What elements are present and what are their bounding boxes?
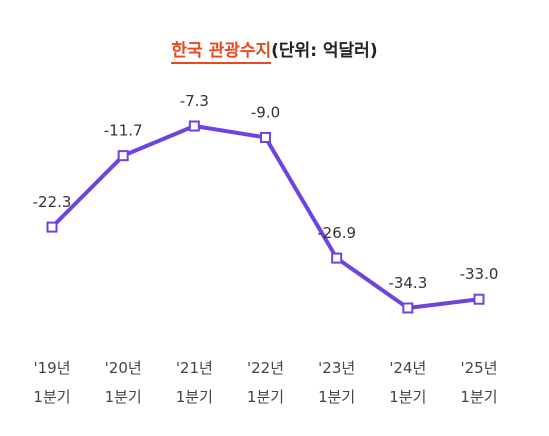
data-label: -11.7	[104, 122, 143, 140]
chart-title-accent: 한국 관광수지	[171, 41, 272, 64]
data-point	[46, 221, 58, 233]
x-tick-label-quarter: 1분기	[389, 388, 426, 406]
data-point	[260, 131, 271, 143]
data-point	[402, 302, 414, 314]
data-label: -33.0	[460, 265, 499, 283]
x-tick-label-quarter: 1분기	[460, 388, 497, 406]
x-tick-label-year: '25년	[460, 359, 497, 377]
data-point	[117, 150, 129, 162]
x-tick-label-year: '22년	[247, 359, 284, 377]
x-tick-label-year: '24년	[389, 359, 426, 377]
data-label: -34.3	[388, 274, 427, 292]
x-tick-label-quarter: 1분기	[33, 388, 70, 406]
x-tick-label-quarter: 1분기	[318, 388, 355, 406]
x-tick-label-quarter: 1분기	[247, 388, 284, 406]
data-point	[188, 120, 200, 132]
data-label: -9.0	[251, 103, 280, 121]
x-tick-label-year: '19년	[33, 359, 70, 377]
x-tick-label-year: '20년	[105, 359, 142, 377]
chart-title: 한국 관광수지(단위: 억달러)	[0, 36, 549, 64]
data-label: -22.3	[33, 193, 72, 211]
x-tick-label-quarter: 1분기	[105, 388, 142, 406]
x-tick-label-quarter: 1분기	[176, 388, 213, 406]
data-point	[473, 293, 485, 305]
x-tick-label-year: '21년	[176, 359, 213, 377]
data-label: -26.9	[317, 224, 356, 242]
chart-title-unit: (단위: 억달러)	[271, 41, 378, 61]
x-tick-label-year: '23년	[318, 359, 355, 377]
data-point	[331, 252, 343, 264]
data-label: -7.3	[180, 92, 209, 110]
